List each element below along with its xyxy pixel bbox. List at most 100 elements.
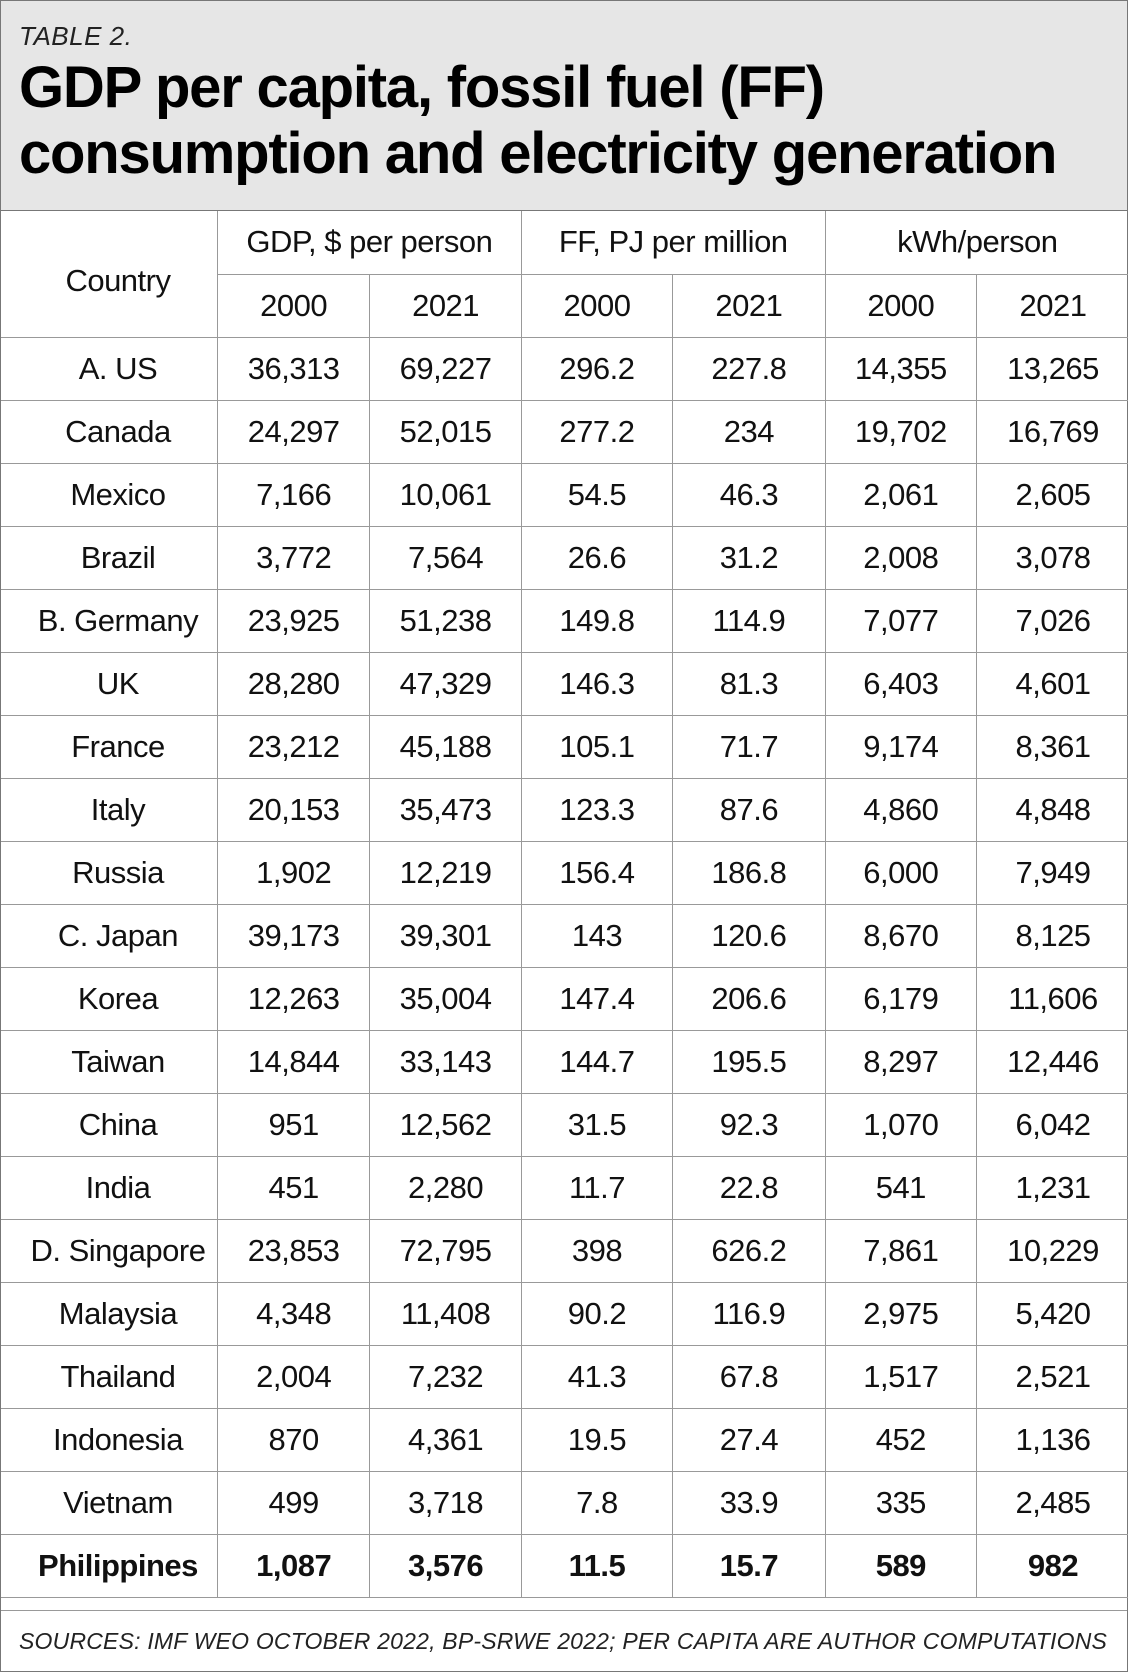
year-header: 2000 [217,273,371,338]
value-cell: 2,008 [824,525,978,590]
value-cell: 206.6 [672,966,826,1031]
table-row: Vietnam 499 3,718 7.8 33.9 335 2,485 [1,1470,1128,1535]
country-cell: Korea [1,966,218,1031]
country-cell: UK [1,651,218,716]
value-cell: 6,179 [824,966,978,1031]
country-cell: France [1,714,218,779]
country-cell: Malaysia [1,1281,218,1346]
value-cell: 14,844 [216,1029,371,1094]
value-cell: 1,070 [824,1092,978,1157]
value-cell: 23,212 [216,714,371,779]
value-cell: 1,902 [216,840,371,905]
table-row: A. US 36,313 69,227 296.2 227.8 14,355 13,265 [1,336,1128,401]
country-cell: Canada [1,399,218,464]
value-cell: 54.5 [520,462,674,527]
value-cell: 11,408 [369,1281,522,1346]
value-cell: 31.2 [672,525,826,590]
country-cell: Mexico [1,462,218,527]
value-cell: 51,238 [369,588,522,653]
year-header: 2000 [520,273,674,338]
value-cell: 46.3 [672,462,826,527]
value-cell: 24,297 [216,399,371,464]
value-cell: 227.8 [672,336,826,401]
table-row: Indonesia 870 4,361 19.5 27.4 452 1,136 [1,1407,1128,1472]
year-header: 2021 [369,273,522,338]
year-header: 2000 [824,273,978,338]
table-row: UK 28,280 47,329 146.3 81.3 6,403 4,601 [1,651,1128,716]
value-cell: 116.9 [672,1281,826,1346]
value-cell: 72,795 [369,1218,522,1283]
table-title: GDP per capita, fossil fuel (FF) consump… [19,55,1109,187]
value-cell: 4,601 [976,651,1128,716]
table-number: TABLE 2. [19,21,133,51]
country-cell: A. US [1,336,218,401]
table-row: D. Singapore 23,853 72,795 398 626.2 7,861 10,… [1,1218,1128,1283]
header-row-groups: Country GDP, $ per person FF, PJ per mil… [1,211,1128,338]
value-cell: 1,087 [216,1533,371,1598]
value-cell: 4,860 [824,777,978,842]
table-row: Mexico 7,166 10,061 54.5 46.3 2,061 2,605 [1,462,1128,527]
table-row: C. Japan 39,173 39,301 143 120.6 8,670 8,125 [1,903,1128,968]
value-cell: 19.5 [520,1407,674,1472]
value-cell: 87.6 [672,777,826,842]
table-row: France 23,212 45,188 105.1 71.7 9,174 8,361 [1,714,1128,779]
value-cell: 31.5 [520,1092,674,1157]
value-cell: 234 [672,399,826,464]
country-cell: Vietnam [1,1470,218,1535]
value-cell: 14,355 [824,336,978,401]
value-cell: 3,772 [216,525,371,590]
value-cell: 12,446 [976,1029,1128,1094]
value-cell: 2,605 [976,462,1128,527]
value-cell: 870 [216,1407,371,1472]
value-cell: 398 [520,1218,674,1283]
country-cell: Brazil [1,525,218,590]
table-row: Russia 1,902 12,219 156.4 186.8 6,000 7,949 [1,840,1128,905]
value-cell: 47,329 [369,651,522,716]
value-cell: 8,361 [976,714,1128,779]
country-column-header: Country [1,211,218,338]
value-cell: 26.6 [520,525,674,590]
value-cell: 36,313 [216,336,371,401]
title-line-2: consumption and electricity generation [19,121,1057,186]
value-cell: 195.5 [672,1029,826,1094]
value-cell: 4,361 [369,1407,522,1472]
table-row: Italy 20,153 35,473 123.3 87.6 4,860 4,848 [1,777,1128,842]
value-cell: 499 [216,1470,371,1535]
value-cell: 147.4 [520,966,674,1031]
value-cell: 7,564 [369,525,522,590]
value-cell: 12,263 [216,966,371,1031]
value-cell: 11,606 [976,966,1128,1031]
value-cell: 15.7 [672,1533,826,1598]
value-cell: 4,348 [216,1281,371,1346]
value-cell: 20,153 [216,777,371,842]
value-cell: 452 [824,1407,978,1472]
value-cell: 143 [520,903,674,968]
table-row: Brazil 3,772 7,564 26.6 31.2 2,008 3,078 [1,525,1128,590]
value-cell: 5,420 [976,1281,1128,1346]
value-cell: 19,702 [824,399,978,464]
value-cell: 7.8 [520,1470,674,1535]
value-cell: 7,026 [976,588,1128,653]
value-cell: 39,301 [369,903,522,968]
value-cell: 27.4 [672,1407,826,1472]
value-cell: 6,000 [824,840,978,905]
gdp-group-header: GDP, $ per person [216,211,522,275]
value-cell: 12,219 [369,840,522,905]
table-row: Philippines 1,087 3,576 11.5 15.7 589 982 [1,1533,1128,1598]
value-cell: 11.5 [520,1533,674,1598]
title-line-1: GDP per capita, fossil fuel (FF) [19,55,825,120]
value-cell: 35,473 [369,777,522,842]
value-cell: 6,042 [976,1092,1128,1157]
country-cell: Indonesia [1,1407,218,1472]
value-cell: 9,174 [824,714,978,779]
value-cell: 39,173 [216,903,371,968]
value-cell: 10,229 [976,1218,1128,1283]
value-cell: 7,077 [824,588,978,653]
value-cell: 10,061 [369,462,522,527]
value-cell: 8,125 [976,903,1128,968]
table-row: China 951 12,562 31.5 92.3 1,070 6,042 [1,1092,1128,1157]
source-note: SOURCES: IMF WEO OCTOBER 2022, BP-SRWE 2… [1,1610,1127,1673]
country-cell: China [1,1092,218,1157]
value-cell: 1,231 [976,1155,1128,1220]
